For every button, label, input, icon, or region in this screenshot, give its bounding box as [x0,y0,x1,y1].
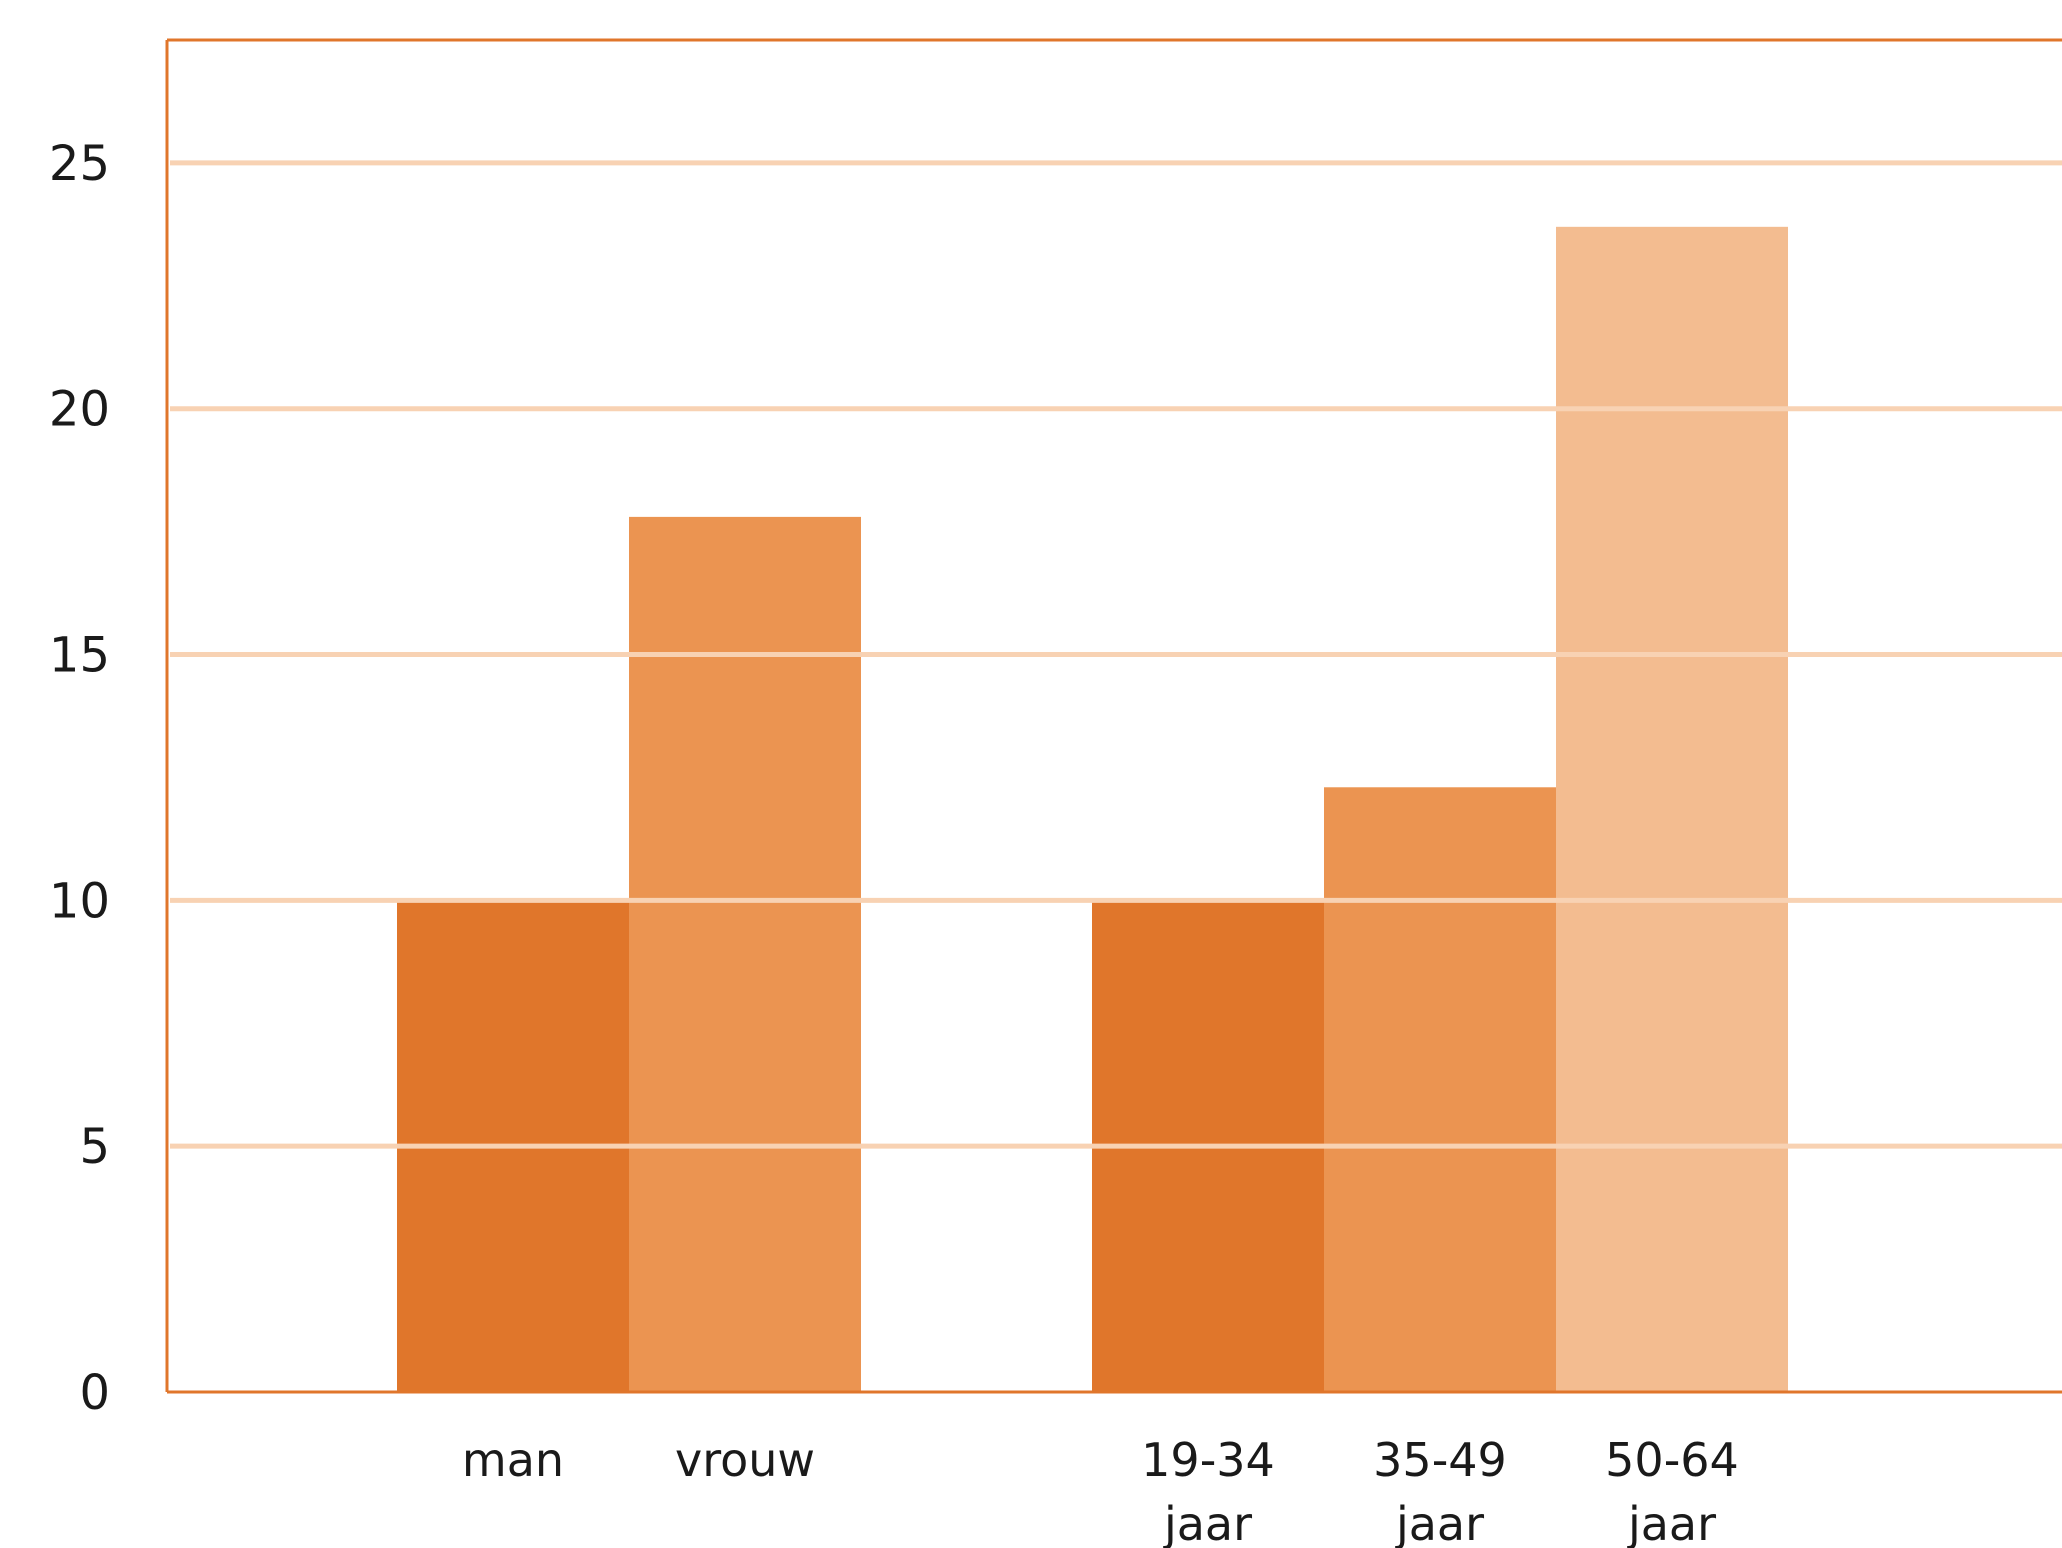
y-tick-label: 5 [79,1119,110,1175]
x-category-label-line: 50-64 [1605,1433,1739,1487]
x-category-label-line: 19-34 [1141,1433,1275,1487]
x-axis-category-labels: man vrouw 19-34 jaar 35-49 jaar 50-64 jaar [462,1433,1739,1548]
y-tick-label: 25 [49,136,110,192]
y-axis-tick-labels: 0 5 10 15 20 25 [49,136,110,1421]
x-category-label-line: 35-49 [1373,1433,1507,1487]
y-tick-label: 20 [49,382,110,438]
x-category-label: 19-34 jaar [1141,1433,1275,1548]
x-category-label: vrouw [675,1433,815,1487]
x-category-label-line: vrouw [675,1433,815,1487]
x-category-label: 35-49 jaar [1373,1433,1507,1548]
y-tick-label: 15 [49,628,110,684]
bar-35-49-jaar [1324,787,1556,1392]
x-category-label-line: jaar [1163,1497,1252,1548]
y-tick-label: 0 [79,1365,110,1421]
gridlines [170,160,2062,1149]
bars-layer [397,226,1788,1393]
x-category-label-line: jaar [1627,1497,1716,1548]
y-tick-label: 10 [49,873,110,929]
x-category-label-line: man [462,1433,564,1487]
axes [165,38,2062,1394]
x-category-label: 50-64 jaar [1605,1433,1739,1548]
bar-50-64-jaar [1556,226,1788,1393]
x-category-label-line: jaar [1395,1497,1484,1548]
x-category-label: man [462,1433,564,1487]
bar-vrouw [629,516,861,1392]
